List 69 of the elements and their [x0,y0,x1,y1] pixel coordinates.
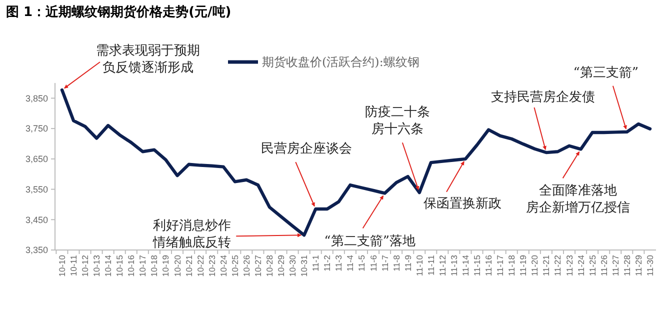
x-tick-label: 11-19 [518,254,528,276]
x-tick-label: 10-17 [138,254,148,277]
x-tick-label: 10-27 [252,254,263,277]
x-tick-label: 11-16 [484,254,494,276]
x-tick-label: 11-24 [576,254,586,276]
x-tick-label: 10-14 [103,254,114,277]
y-tick-label: 3,750 [25,124,48,134]
x-tick-label: 11-28 [622,254,632,276]
x-tick-label: 11-10 [414,254,424,276]
x-tick-label: 11-12 [437,254,448,276]
annotation: 需求表现弱于预期负反馈逐渐形成 [96,44,200,76]
y-tick-label: 3,650 [25,154,48,164]
x-tick-label: 10-19 [160,254,171,277]
x-tick-label: 10-31 [299,254,310,277]
x-tick-label: 11-2 [322,254,332,272]
x-tick-label: 11-1 [310,254,321,272]
x-tick-label: 10-26 [241,254,252,277]
x-tick-label: 10-23 [206,254,217,277]
x-tick-label: 11-30 [644,254,655,276]
x-tick-label: 11-14 [460,254,471,276]
y-tick-label: 3,850 [25,93,48,104]
chart-title: 图 1：近期螺纹钢期货价格走势(元/吨) [6,4,232,20]
x-tick-label: 11-29 [633,254,644,276]
y-tick-label: 3,550 [25,184,48,194]
x-tick-label: 10-28 [264,254,275,277]
x-tick-label: 10-18 [149,254,160,277]
x-tick-label: 11-9 [402,254,413,272]
x-tick-label: 10-12 [80,254,90,277]
x-tick-label: 11-18 [506,254,517,276]
x-tick-label: 11-20 [530,254,540,276]
annotation: “第三支箭” [573,65,639,80]
annotation: “第二支箭”落地 [324,234,416,249]
x-tick-label: 11-11 [426,254,436,276]
x-tick-label: 10-11 [68,254,79,276]
x-tick-label: 10-30 [288,254,298,277]
x-tick-label: 10-21 [184,254,194,277]
x-tick-label: 10-29 [276,254,286,277]
x-tick-label: 10-15 [114,254,125,277]
annotation: 全面降准落地房企新增万亿授信 [526,184,630,216]
x-tick-label: 11-27 [610,254,620,276]
x-tick-label: 11-7 [380,254,390,272]
y-tick-label: 3,350 [25,245,48,256]
x-tick-label: 11-6 [368,254,378,272]
x-tick-label: 10-20 [172,254,182,277]
x-tick-label: 10-25 [230,254,240,277]
x-tick-label: 11-4 [345,254,356,272]
annotation: 民营房企座谈会 [261,140,352,157]
x-tick-label: 10-22 [195,254,206,277]
x-tick-label: 10-24 [218,254,228,277]
x-tick-label: 11-23 [564,254,574,276]
y-tick-label: 3,450 [25,214,48,225]
x-tick-label: 11-25 [587,254,598,276]
x-tick-label: 10-16 [126,254,136,277]
x-tick-label: 11-8 [391,254,402,272]
x-tick-label: 11-3 [334,254,344,272]
x-tick-label: 10-10 [56,254,67,277]
x-tick-label: 11-26 [598,254,609,276]
x-tick-label: 11-17 [495,254,506,276]
annotation: 支持民营房企发债 [491,89,596,106]
legend-label: 期货收盘价(活跃合约):螺纹钢 [262,55,420,70]
annotation: 利好消息炒作情绪触底反转 [152,218,232,251]
x-tick-label: 11-21 [541,254,552,276]
annotation: 防疫二十条房十六条 [364,105,430,138]
annotation: 保函置换新政 [424,196,502,212]
x-tick-label: 11-22 [552,254,563,276]
x-tick-label: 10-13 [92,254,102,277]
x-tick-label: 11-13 [448,254,459,276]
x-tick-label: 11-5 [356,254,367,272]
x-tick-label: 11-15 [472,254,482,276]
